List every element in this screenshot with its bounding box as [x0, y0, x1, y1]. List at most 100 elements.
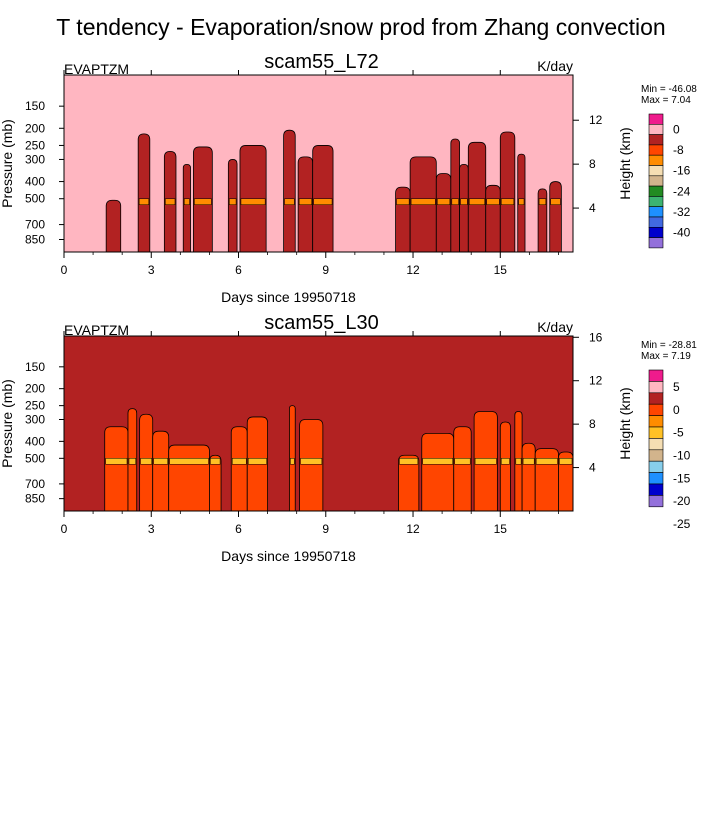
colorbar-cell — [648, 438, 664, 451]
y-tick-label: 850 — [25, 233, 45, 247]
contour-event-12 — [421, 432, 455, 512]
colorbar-cell — [648, 124, 664, 135]
contour-detail-9 — [290, 458, 295, 465]
max-label: Max = 7.04 — [641, 95, 691, 106]
colorbar-cell — [648, 113, 664, 125]
contour-detail-10 — [300, 458, 323, 465]
contour-event-17 — [521, 442, 536, 512]
plot-left-label: EVAPTZM — [64, 61, 129, 77]
y2-tick-label: 16 — [589, 330, 603, 344]
contour-event-15 — [499, 421, 511, 512]
contour-detail-2 — [128, 458, 136, 465]
contour-event-7 — [230, 426, 248, 512]
colorbar-cell — [648, 426, 664, 439]
y2-axis-title: Height (km) — [617, 387, 633, 459]
plot-frame — [63, 335, 574, 512]
contour-detail-5 — [194, 198, 212, 205]
contour-event-10 — [299, 419, 324, 512]
contour-detail-14 — [451, 198, 459, 205]
colorbar-cell — [648, 134, 664, 146]
y-tick-label: 500 — [25, 451, 45, 465]
y2-axis-title: Height (km) — [617, 127, 633, 199]
plot-left-label: EVAPTZM — [64, 322, 129, 338]
x-tick-label: 12 — [406, 263, 420, 277]
plot-right-label: K/day — [537, 319, 573, 335]
colorbar-label: -40 — [673, 225, 691, 239]
x-tick-label: 0 — [61, 263, 68, 277]
colorbar-cell — [648, 449, 664, 462]
y-tick-label: 200 — [25, 382, 45, 396]
colorbar-cell — [648, 483, 664, 496]
contour-detail-5 — [169, 458, 209, 465]
colorbar-cell — [648, 472, 664, 485]
x-tick-label: 3 — [148, 522, 155, 536]
x-tick-label: 9 — [322, 263, 329, 277]
colorbar-cell — [648, 415, 664, 428]
contour-event-8 — [283, 129, 296, 253]
contour-event-4 — [152, 430, 170, 512]
contour-event-20 — [537, 188, 548, 253]
contour-detail-19 — [518, 198, 525, 205]
contour-event-2 — [137, 133, 151, 253]
contour-detail-17 — [486, 198, 500, 205]
contour-detail-20 — [538, 198, 547, 205]
contour-detail-13 — [437, 198, 451, 205]
colorbar-label: -20 — [673, 494, 691, 508]
contour-detail-7 — [240, 198, 266, 205]
x-tick-label: 6 — [235, 263, 242, 277]
contour-event-17 — [485, 184, 501, 253]
colorbar-label: -15 — [673, 471, 691, 485]
colorbar-label: 0 — [673, 403, 680, 417]
contour-detail-16 — [469, 198, 485, 205]
y-tick-label: 250 — [25, 399, 45, 413]
contour-event-11 — [398, 454, 420, 512]
x-tick-label: 12 — [406, 522, 420, 536]
contour-detail-15 — [460, 198, 468, 205]
contour-event-1 — [104, 426, 129, 512]
colorbar-label: -24 — [673, 184, 691, 198]
y-tick-label: 700 — [25, 477, 45, 491]
contour-detail-14 — [474, 458, 497, 465]
contour-event-5 — [168, 444, 210, 512]
contour-event-18 — [534, 448, 559, 512]
contour-detail-3 — [140, 458, 152, 465]
y2-tick-label: 8 — [589, 417, 596, 431]
colorbar-cell — [648, 227, 664, 238]
colorbar-cell — [648, 216, 664, 228]
contour-event-6 — [227, 159, 238, 253]
colorbar-cell — [648, 175, 664, 187]
contour-detail-7 — [231, 458, 247, 465]
colorbar-cell — [648, 460, 664, 473]
colorbar-label: -10 — [673, 449, 691, 463]
y-tick-label: 250 — [25, 138, 45, 152]
y-tick-label: 850 — [25, 492, 45, 506]
contour-event-18 — [499, 131, 516, 253]
colorbar-label: -5 — [673, 426, 684, 440]
y-tick-label: 300 — [25, 152, 45, 166]
colorbar-cell — [648, 196, 664, 207]
contour-detail-6 — [210, 458, 221, 465]
plot-right-label: K/day — [537, 58, 573, 74]
contour-detail-3 — [165, 198, 176, 205]
min-label: Min = -28.81 — [641, 340, 697, 351]
colorbar-cell — [648, 495, 664, 508]
max-label: Max = 7.19 — [641, 351, 691, 362]
contour-detail-4 — [153, 458, 168, 465]
y2-tick-label: 4 — [589, 201, 596, 215]
contour-detail-16 — [515, 458, 522, 465]
contour-detail-19 — [559, 458, 573, 465]
plot-title: scam55_L72 — [264, 51, 379, 73]
y-tick-label: 400 — [25, 175, 45, 189]
contour-detail-11 — [399, 458, 419, 465]
y2-tick-label: 4 — [589, 461, 596, 475]
contour-detail-18 — [501, 198, 515, 205]
min-label: Min = -46.08 — [641, 84, 697, 95]
colorbar-cell — [648, 154, 664, 166]
colorbar-label: 5 — [673, 380, 680, 394]
colorbar-cell — [648, 206, 664, 218]
y2-tick-label: 12 — [589, 113, 603, 127]
contour-detail-11 — [396, 198, 410, 205]
colorbar-cell — [648, 185, 664, 197]
contour-event-15 — [459, 164, 469, 253]
contour-event-4 — [182, 164, 191, 253]
